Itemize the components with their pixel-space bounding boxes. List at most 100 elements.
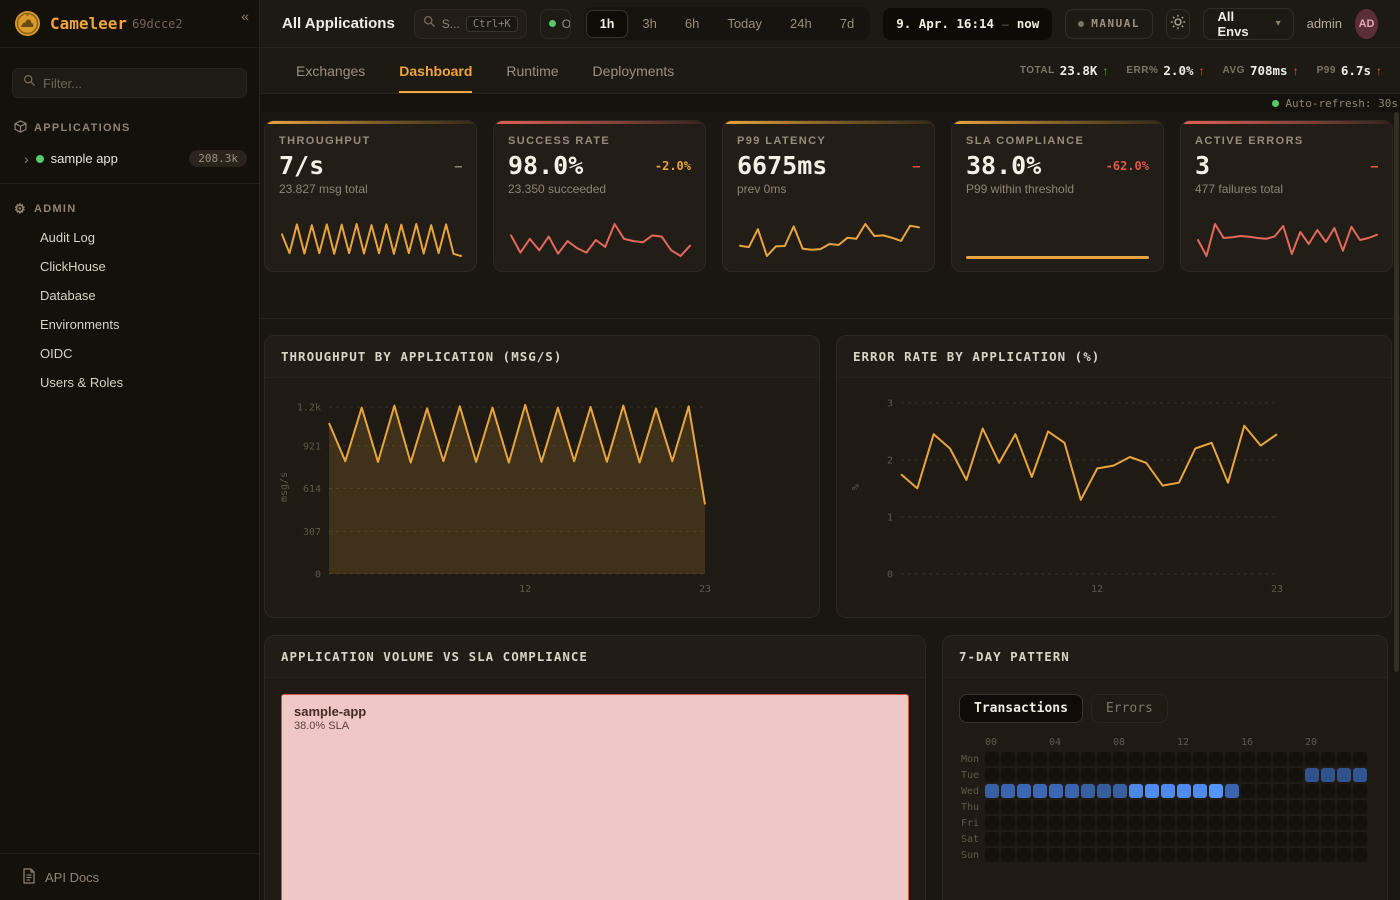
svg-text:3: 3: [887, 398, 893, 409]
online-status-pill[interactable]: O: [539, 8, 571, 39]
sparkline: [739, 223, 920, 257]
heatmap-cell: [1337, 816, 1351, 830]
range-button-3h[interactable]: 3h: [642, 16, 657, 31]
heatmap-cell: [1161, 768, 1175, 782]
kpi-subtitle: 23.350 succeeded: [508, 182, 607, 196]
api-docs-link[interactable]: API Docs: [0, 853, 259, 900]
heatmap-cell: [1081, 816, 1095, 830]
heatmap-cell: [1033, 848, 1047, 862]
heatmap-cell: [1177, 848, 1191, 862]
trend-arrow-icon: ↑: [1292, 63, 1299, 78]
range-button-7d[interactable]: 7d: [839, 16, 855, 31]
filter-input[interactable]: Filter...: [12, 68, 247, 98]
sidebar-item-database[interactable]: Database: [40, 288, 96, 303]
heatmap-cell: [1305, 800, 1319, 814]
env-selector[interactable]: All Envs ▾: [1202, 7, 1294, 40]
heatmap-cell: [1177, 784, 1191, 798]
heatmap-cell: [1145, 784, 1159, 798]
hour-label: 20: [1305, 737, 1318, 748]
heatmap-cell: [1097, 784, 1111, 798]
sidebar-item-audit-log[interactable]: Audit Log: [40, 230, 95, 245]
stat-label: AVG: [1222, 65, 1245, 76]
heatmap-toggle-errors[interactable]: Errors: [1090, 694, 1168, 723]
kpi-sparkline: [1195, 221, 1378, 259]
heatmap-cell: [1257, 816, 1271, 830]
heatmap-cell: [1273, 848, 1287, 862]
heatmap-cell: [1017, 832, 1031, 846]
heatmap-cell: [1161, 784, 1175, 798]
heatmap-cell: [1177, 752, 1191, 766]
admin-section-label: ⚙ ADMIN: [0, 194, 259, 223]
heatmap-cell: [1321, 768, 1335, 782]
heatmap-cell: [1033, 800, 1047, 814]
svg-text:2: 2: [887, 455, 893, 466]
svg-text:0: 0: [315, 570, 321, 581]
heatmap-cell: [1113, 816, 1127, 830]
range-button-24h[interactable]: 24h: [790, 16, 812, 31]
heatmap-cell: [1065, 784, 1079, 798]
svg-text:307: 307: [303, 527, 321, 538]
sidebar-item-sample-app[interactable]: › sample app 208.3k: [0, 144, 259, 173]
heatmap-cell: [1145, 800, 1159, 814]
heatmap-cell: [1289, 752, 1303, 766]
heatmap-cell: [1257, 848, 1271, 862]
range-button-6h[interactable]: 6h: [684, 16, 700, 31]
heatmap-cell: [1129, 768, 1143, 782]
heatmap-cell: [1001, 848, 1015, 862]
kpi-subtitle: 477 failures total: [1195, 182, 1284, 196]
treemap-node-sample-app[interactable]: sample-app 38.0% SLA: [281, 694, 909, 900]
range-button-today[interactable]: Today: [727, 16, 763, 31]
online-dot: [548, 20, 556, 27]
header-stats: TOTAL 23.8K ↑ ERR% 2.0% ↑ AVG 708ms ↑ P99 6.7s ↑: [1020, 48, 1390, 93]
manual-mode-button[interactable]: MANUAL: [1065, 8, 1154, 39]
page-title: All Applications: [282, 15, 395, 32]
heatmap-cell: [1353, 832, 1367, 846]
tab-runtime[interactable]: Runtime: [506, 62, 559, 79]
heatmap-row-fri: Fri: [957, 816, 1387, 830]
scrollbar-thumb[interactable]: [1394, 112, 1399, 672]
heatmap-cell: [1161, 752, 1175, 766]
kpi-value: 3: [1195, 151, 1211, 180]
heatmap-cell: [985, 848, 999, 862]
heatmap-cell: [1001, 768, 1015, 782]
heatmap-cell: [1353, 800, 1367, 814]
heatmap-row-tue: Tue: [957, 768, 1387, 782]
heatmap-cell: [1305, 816, 1319, 830]
time-range-display[interactable]: 9. Apr. 16:14 – now: [883, 7, 1053, 40]
tab-deployments[interactable]: Deployments: [592, 62, 675, 79]
theme-toggle-button[interactable]: [1166, 8, 1190, 39]
heatmap-cell: [1113, 752, 1127, 766]
tab-exchanges[interactable]: Exchanges: [296, 62, 366, 79]
kpi-title: ACTIVE ERRORS: [1195, 135, 1304, 147]
sidebar-item-clickhouse[interactable]: ClickHouse: [40, 259, 106, 274]
svg-text:1: 1: [887, 512, 893, 523]
heatmap-cell: [1049, 832, 1063, 846]
scrollbar[interactable]: [1393, 112, 1400, 900]
treemap-node-name: sample-app: [294, 704, 367, 719]
heatmap-cell: [1321, 800, 1335, 814]
stat-avg: AVG 708ms ↑: [1223, 63, 1299, 78]
kpi-delta: –: [454, 158, 462, 173]
heatmap-cell: [1065, 800, 1079, 814]
tab-dashboard[interactable]: Dashboard: [399, 48, 473, 93]
global-search-input[interactable]: S... Ctrl+K: [413, 8, 527, 39]
panel-header: APPLICATION VOLUME VS SLA COMPLIANCE: [265, 636, 925, 678]
app-version: 69dcce2: [132, 16, 183, 31]
kpi-subtitle: prev 0ms: [737, 182, 787, 196]
sidebar-item-users-roles[interactable]: Users & Roles: [40, 375, 124, 390]
heatmap-cell: [1337, 768, 1351, 782]
chevron-right-icon[interactable]: ›: [24, 150, 29, 167]
heatmap-cell: [1017, 768, 1031, 782]
card-accent-strip: [1181, 121, 1392, 124]
search-icon: [423, 15, 436, 33]
sidebar-item-oidc[interactable]: OIDC: [40, 346, 73, 361]
auto-refresh-label: Auto-refresh: 30s: [1272, 97, 1398, 110]
sidebar-item-environments[interactable]: Environments: [40, 317, 120, 332]
heatmap-toggle-transactions[interactable]: Transactions: [959, 694, 1083, 723]
hour-label: 08: [1113, 737, 1126, 748]
sidebar-collapse-button[interactable]: «: [241, 8, 249, 24]
avatar[interactable]: AD: [1355, 8, 1378, 39]
heatmap-cell: [1257, 832, 1271, 846]
range-button-1h[interactable]: 1h: [585, 9, 629, 38]
kpi-title: THROUGHPUT: [279, 135, 371, 147]
